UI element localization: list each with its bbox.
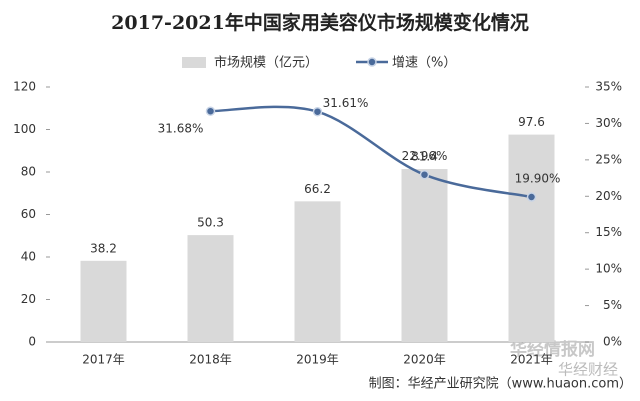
y-tick-label: 60 [21, 207, 36, 221]
line-marker [526, 192, 537, 202]
data-label: 31.68% [158, 122, 204, 136]
y2-tick-label: 0% [603, 335, 622, 349]
y-tick-label: 80 [21, 165, 36, 179]
line-marker [312, 106, 323, 117]
x-tick-label: 2020年 [403, 353, 446, 367]
data-label: 81.4 [411, 150, 438, 164]
y-tick-label: 120 [13, 80, 36, 94]
bar [401, 169, 448, 342]
line-marker [205, 106, 216, 116]
legend-label: 增速（%） [392, 56, 456, 71]
x-tick-label: 2019年 [296, 353, 339, 367]
y-tick-label: 100 [13, 122, 36, 136]
y-tick-label: 20 [21, 292, 36, 306]
data-label: 66.2 [304, 182, 331, 196]
chart-title: 2017-2021年中国家用美容仪市场规模变化情况 [111, 11, 529, 34]
watermark: 华经财经 [558, 361, 618, 379]
bar [508, 134, 555, 342]
legend-swatch [367, 57, 377, 67]
x-tick-label: 2021年 [510, 353, 553, 367]
y-tick-label: 40 [21, 250, 36, 264]
line-marker [419, 169, 430, 180]
data-label: 19.90% [515, 172, 561, 186]
legend-swatch [182, 57, 206, 68]
source: 制图：华经产业研究院（www.huaon.com） [369, 377, 632, 392]
y2-tick-label: 25% [595, 152, 622, 166]
y2-tick-label: 5% [603, 298, 622, 312]
bar [80, 260, 127, 342]
watermark: 华经情报网 [510, 339, 595, 360]
bar [294, 201, 341, 342]
legend-label: 市场规模（亿元） [214, 55, 318, 71]
data-label: 38.2 [90, 241, 117, 255]
y2-tick-label: 30% [595, 116, 622, 130]
y2-tick-label: 15% [595, 225, 622, 239]
x-tick-label: 2017年 [82, 353, 125, 367]
y-tick-label: 0 [28, 335, 36, 349]
y2-tick-label: 20% [595, 189, 622, 203]
bar [187, 235, 234, 342]
x-tick-label: 2018年 [189, 353, 232, 367]
data-label: 22.96% [402, 149, 448, 163]
line [210, 105, 532, 199]
y2-tick-label: 10% [595, 262, 622, 276]
data-label: 97.6 [518, 115, 545, 129]
data-label: 50.3 [197, 216, 224, 230]
y2-tick-label: 35% [595, 80, 622, 94]
data-label: 31.61% [323, 96, 369, 110]
